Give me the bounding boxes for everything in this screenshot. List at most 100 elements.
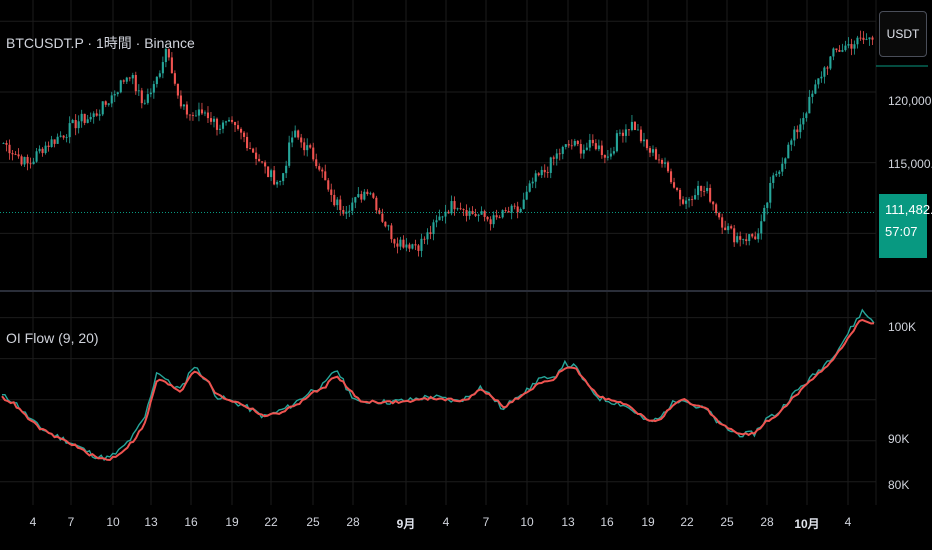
candle-body bbox=[252, 148, 255, 153]
candle-body bbox=[297, 130, 300, 138]
candle-body bbox=[333, 194, 336, 206]
time-label: 7 bbox=[482, 515, 490, 529]
candle-body bbox=[212, 118, 216, 122]
candle-body bbox=[579, 144, 582, 154]
candle-body bbox=[742, 239, 745, 241]
candle-body bbox=[573, 140, 576, 146]
candle-body bbox=[95, 113, 98, 116]
candle-body bbox=[441, 216, 444, 218]
candle-body bbox=[146, 94, 149, 103]
candle-body bbox=[739, 236, 742, 240]
last-price-value: 111,482.0 bbox=[885, 202, 932, 217]
candle-body bbox=[841, 50, 844, 52]
candle-body bbox=[221, 122, 225, 129]
time-label: 22 bbox=[680, 515, 694, 529]
candle-body bbox=[639, 129, 643, 142]
candle-body bbox=[618, 132, 621, 134]
candle-body bbox=[754, 236, 757, 240]
candle-body bbox=[246, 136, 249, 149]
candle-body bbox=[396, 243, 399, 247]
candle-body bbox=[390, 225, 393, 240]
candle-body bbox=[513, 205, 516, 207]
candle-body bbox=[679, 189, 682, 200]
candle-body bbox=[203, 112, 207, 114]
candle-body bbox=[688, 199, 691, 201]
candle-body bbox=[751, 234, 754, 237]
time-label: 16 bbox=[600, 515, 614, 529]
candle-body bbox=[200, 109, 204, 114]
candle-body bbox=[20, 156, 23, 165]
candle-body bbox=[534, 173, 537, 182]
candle-body bbox=[474, 214, 477, 216]
candle-body bbox=[745, 239, 748, 242]
candle-body bbox=[859, 37, 862, 39]
candle-body bbox=[462, 209, 465, 211]
candle-body bbox=[303, 142, 306, 151]
candle-body bbox=[2, 143, 5, 144]
candle-body bbox=[330, 189, 333, 195]
candle-body bbox=[345, 211, 348, 214]
candle-body bbox=[600, 145, 603, 156]
candle-body bbox=[122, 80, 125, 82]
currency-button[interactable]: USDT bbox=[879, 11, 927, 57]
candle-body bbox=[811, 93, 814, 97]
candle-body bbox=[694, 195, 697, 200]
candle-body bbox=[176, 83, 179, 96]
candle-body bbox=[459, 208, 462, 210]
candle-body bbox=[291, 137, 294, 143]
price-tick-120000: 120,000.0 bbox=[888, 94, 932, 108]
candle-body bbox=[540, 169, 543, 176]
candle-body bbox=[633, 121, 637, 130]
candle-body bbox=[267, 166, 270, 178]
candle-body bbox=[850, 44, 853, 49]
candle-body bbox=[264, 162, 267, 167]
time-label: 19 bbox=[225, 515, 239, 529]
candle-body bbox=[561, 146, 564, 154]
last-price-badge: 111,482.0 57:07 bbox=[879, 194, 932, 258]
candle-body bbox=[712, 201, 715, 205]
candle-body bbox=[516, 206, 519, 213]
candle-body bbox=[721, 217, 724, 228]
bar-countdown: 57:07 bbox=[885, 224, 918, 239]
candle-body bbox=[98, 114, 101, 116]
candle-body bbox=[366, 191, 369, 195]
price-tick-115000: 115,000.0 bbox=[888, 157, 932, 171]
candle-body bbox=[703, 190, 706, 192]
candle-body bbox=[179, 95, 182, 107]
candle-body bbox=[32, 161, 35, 165]
candle-body bbox=[215, 118, 219, 130]
time-label: 19 bbox=[641, 515, 655, 529]
candle-body bbox=[206, 112, 210, 119]
candle-body bbox=[718, 213, 721, 218]
candle-body bbox=[68, 123, 71, 138]
candle-body bbox=[414, 244, 417, 246]
candle-body bbox=[233, 121, 237, 126]
candle-body bbox=[351, 202, 354, 211]
candle-body bbox=[537, 173, 540, 176]
candle-body bbox=[188, 114, 191, 116]
candle-body bbox=[663, 162, 667, 164]
candle-body bbox=[71, 120, 74, 124]
candle-body bbox=[570, 145, 573, 147]
candle-body bbox=[173, 73, 176, 84]
candle-body bbox=[378, 210, 381, 214]
candle-body bbox=[682, 199, 685, 204]
candle-body bbox=[227, 119, 231, 122]
candle-body bbox=[766, 202, 769, 208]
candle-body bbox=[101, 101, 104, 115]
candle-body bbox=[498, 217, 501, 219]
candle-body bbox=[161, 62, 164, 74]
candle-body bbox=[113, 94, 116, 96]
candle-body bbox=[715, 204, 718, 214]
candle-body bbox=[660, 159, 664, 164]
candle-body bbox=[582, 149, 585, 154]
candle-body bbox=[519, 208, 522, 213]
candle-body bbox=[41, 148, 44, 154]
time-label: 10月 bbox=[794, 517, 820, 531]
candle-body bbox=[182, 104, 185, 107]
candle-body bbox=[116, 92, 119, 95]
candle-body bbox=[14, 154, 17, 156]
candle-body bbox=[672, 182, 676, 188]
candle-body bbox=[83, 113, 86, 123]
